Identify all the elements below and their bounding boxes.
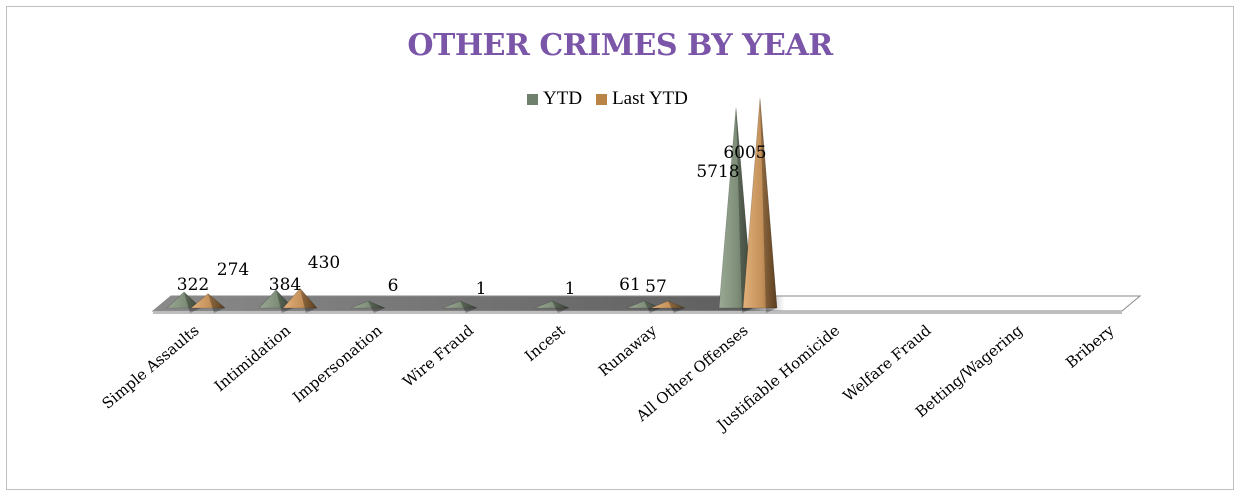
value-label-ytd-3: 1 <box>476 279 487 299</box>
category-label-4: Incest <box>521 321 568 365</box>
category-label-10: Bribery <box>1062 321 1118 372</box>
chart-frame <box>6 6 1234 490</box>
bar-last-ytd-6 <box>742 97 778 313</box>
value-label-ytd-5: 61 <box>619 275 641 295</box>
legend-swatch-ytd <box>527 93 538 105</box>
value-label-ytd-0: 322 <box>177 275 209 295</box>
chart-category-labels: Simple Assaults IntimidationImpersonation… <box>99 321 1118 435</box>
bar-ytd-3 <box>442 300 478 313</box>
bar-ytd-4 <box>534 300 570 313</box>
category-label-2: Impersonation <box>289 321 386 406</box>
category-label-3: Wire Fraud <box>399 321 477 391</box>
value-label-ytd-2: 6 <box>388 276 399 296</box>
value-label-ytd-6: 5718 <box>696 162 739 182</box>
legend-label-ytd: YTD <box>543 88 583 109</box>
category-label-1: Intimidation <box>211 321 294 395</box>
legend-label-last-ytd: Last YTD <box>612 88 688 109</box>
category-label-0: Simple Assaults <box>99 321 203 412</box>
category-label-8: Welfare Fraud <box>840 321 935 405</box>
bar-ytd-2 <box>350 300 386 313</box>
chart-legend: YTD Last YTD <box>527 88 694 110</box>
floor-edge <box>153 311 1122 314</box>
bar-last-ytd-5 <box>650 300 686 313</box>
value-label-last-ytd-6: 6005 <box>723 143 766 163</box>
chart-bars <box>166 97 778 313</box>
value-label-last-ytd-5: 57 <box>645 277 667 297</box>
category-label-5: Runaway <box>595 321 660 380</box>
bar-last-ytd-0 <box>190 293 226 313</box>
value-label-ytd-1: 384 <box>269 275 301 295</box>
value-label-last-ytd-0: 274 <box>217 260 249 280</box>
legend-swatch-last-ytd <box>596 93 608 105</box>
value-label-ytd-4: 1 <box>565 279 576 299</box>
bar-ytd-5 <box>626 300 662 313</box>
chart-title: OTHER CRIMES BY YEAR <box>407 28 833 63</box>
bar-last-ytd-1 <box>282 287 318 313</box>
value-label-last-ytd-1: 430 <box>308 253 340 273</box>
legend-item-ytd: YTD <box>527 88 582 110</box>
legend-item-last-ytd: Last YTD <box>596 88 688 110</box>
